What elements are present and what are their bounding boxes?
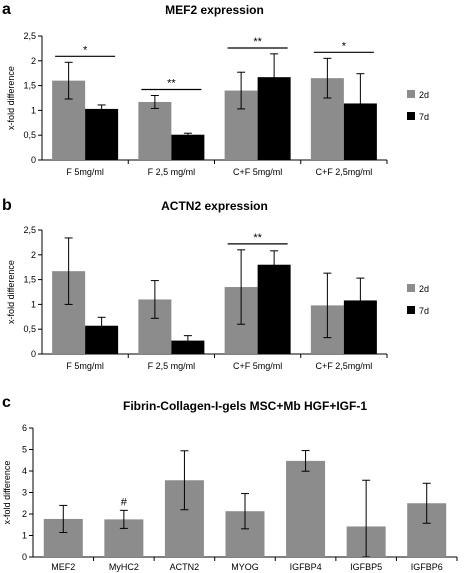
y-tick-label: 2 — [31, 250, 36, 260]
y-tick-label: 0,5 — [23, 324, 36, 334]
y-tick-label: 0 — [31, 349, 36, 359]
y-axis-label: x-fold difference — [6, 260, 16, 324]
annotation-label: # — [121, 496, 128, 508]
legend-label-7d: 7d — [419, 112, 429, 122]
x-tick-label: C+F 2,5mg/ml — [315, 167, 372, 177]
legend-swatch-2d — [407, 284, 415, 292]
y-tick-label: 0,5 — [23, 130, 36, 140]
y-tick-label: 0 — [31, 155, 36, 165]
x-tick-label: MEF2 — [51, 562, 75, 572]
legend-swatch-7d — [407, 306, 415, 314]
legend-label-2d: 2d — [419, 284, 429, 294]
x-tick-label: ACTN2 — [170, 562, 200, 572]
x-tick-label: F 5mg/ml — [66, 361, 104, 371]
x-tick-label: F 2,5 mg/ml — [148, 361, 196, 371]
panel-letter: a — [2, 1, 11, 18]
significance-label: ** — [167, 78, 176, 90]
bar-7d-1 — [171, 134, 205, 160]
legend-swatch-2d — [407, 90, 415, 98]
bar-7d-0 — [85, 108, 119, 160]
x-tick-label: IGFBP6 — [411, 562, 443, 572]
significance-label: ** — [253, 232, 262, 244]
x-tick-label: F 5mg/ml — [66, 167, 104, 177]
legend-swatch-7d — [407, 112, 415, 120]
chart-panel-actn2: b ACTN2 expression x-fold difference 0 0,5 1 1… — [2, 197, 429, 371]
y-axis-label: x-fold difference — [6, 66, 16, 130]
x-tick-label: MyHC2 — [109, 562, 139, 572]
chart-title: Fibrin-Collagen-I-gels MSC+Mb HGF+IGF-1 — [123, 399, 367, 413]
bar-2d-1 — [138, 101, 172, 160]
y-tick-label: 4 — [22, 466, 27, 476]
bar-7d-1 — [171, 340, 205, 354]
chart-title: MEF2 expression — [165, 3, 264, 17]
y-axis-label: x-fold difference — [2, 461, 12, 525]
y-tick-label: 3 — [22, 488, 27, 498]
y-tick-label: 0 — [22, 552, 27, 562]
significance-label: * — [83, 44, 88, 56]
y-tick-label: 1 — [22, 531, 27, 541]
significance-label: * — [342, 40, 347, 52]
y-tick-label: 2,5 — [23, 225, 36, 235]
y-tick-label: 6 — [22, 423, 27, 433]
y-tick-label: 1,5 — [23, 81, 36, 91]
chart-panel-mef2: a MEF2 expression x-fold difference 0 0,5 1 1,… — [2, 1, 429, 177]
legend-label-2d: 2d — [419, 90, 429, 100]
panel-letter: b — [2, 197, 12, 214]
panel-letter: c — [2, 394, 11, 411]
y-tick-label: 2,5 — [23, 31, 36, 41]
x-tick-label: IGFBP4 — [290, 562, 322, 572]
x-tick-label: C+F 2,5mg/ml — [315, 361, 372, 371]
y-tick-label: 2 — [31, 56, 36, 66]
x-tick-label: MYOG — [231, 562, 259, 572]
x-tick-label: C+F 5mg/ml — [233, 167, 282, 177]
x-tick-label: F 2,5 mg/ml — [148, 167, 196, 177]
bar-value-4 — [286, 460, 326, 557]
chart-panel-fibrin: c Fibrin-Collagen-I-gels MSC+Mb HGF+IGF-1… — [2, 394, 458, 572]
x-tick-label: IGFBP5 — [350, 562, 382, 572]
y-tick-label: 1 — [31, 299, 36, 309]
bar-7d-2 — [257, 264, 291, 354]
x-tick-label: C+F 5mg/ml — [233, 361, 282, 371]
y-tick-label: 5 — [22, 445, 27, 455]
y-tick-label: 2 — [22, 509, 27, 519]
significance-label: ** — [253, 36, 262, 48]
y-tick-label: 1,5 — [23, 275, 36, 285]
y-tick-label: 1 — [31, 105, 36, 115]
legend-label-7d: 7d — [419, 306, 429, 316]
chart-title: ACTN2 expression — [161, 199, 268, 213]
